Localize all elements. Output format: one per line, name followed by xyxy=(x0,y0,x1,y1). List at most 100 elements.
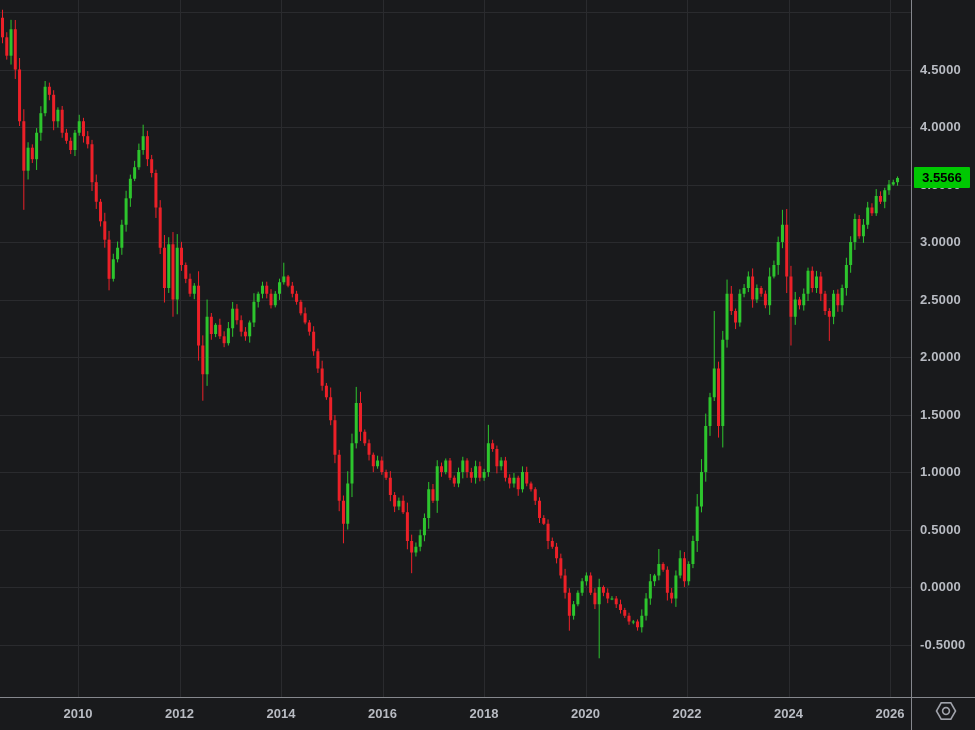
candle xyxy=(482,468,486,481)
last-price-label: 3.5566 xyxy=(914,167,970,189)
candle xyxy=(171,232,175,317)
candle xyxy=(823,290,827,315)
candle xyxy=(158,200,162,255)
candle xyxy=(819,271,823,301)
candle xyxy=(572,600,576,620)
grid-layer xyxy=(0,0,911,697)
candle xyxy=(346,471,350,530)
candle xyxy=(648,574,652,605)
candle xyxy=(546,519,550,550)
candle xyxy=(90,139,94,191)
candle xyxy=(337,449,341,512)
candle xyxy=(86,131,90,149)
candle xyxy=(333,415,337,464)
candle xyxy=(457,467,461,488)
candle xyxy=(252,293,256,328)
candle xyxy=(550,537,554,549)
candle xyxy=(188,273,192,297)
candle xyxy=(137,143,141,170)
x-axis-label: 2018 xyxy=(469,706,499,721)
candle xyxy=(9,19,13,65)
x-axis-label: 2024 xyxy=(774,706,803,721)
candle xyxy=(260,281,264,299)
candle xyxy=(495,445,499,474)
candle xyxy=(18,57,22,127)
candle xyxy=(231,301,235,337)
candle xyxy=(81,117,85,143)
candle xyxy=(584,572,588,586)
candle xyxy=(559,553,563,579)
y-axis-label: 4.5000 xyxy=(920,61,961,77)
candle xyxy=(695,494,699,552)
candle xyxy=(640,609,644,633)
candle xyxy=(273,291,277,308)
candle xyxy=(806,267,810,301)
candle xyxy=(307,320,311,336)
candle xyxy=(827,308,831,341)
x-axis-label: 2012 xyxy=(165,706,194,721)
candle xyxy=(162,235,166,303)
candle xyxy=(887,180,891,195)
candle xyxy=(474,460,478,484)
candle xyxy=(150,154,154,178)
candle xyxy=(461,456,465,479)
candle xyxy=(435,460,439,513)
candle xyxy=(401,495,405,515)
candle xyxy=(299,299,303,316)
candle xyxy=(844,257,848,296)
candle xyxy=(5,32,9,60)
y-axis-label: 4.0000 xyxy=(920,119,961,134)
candle xyxy=(201,335,205,401)
candle xyxy=(222,331,226,348)
candle xyxy=(316,348,320,373)
candle xyxy=(542,515,546,526)
candle xyxy=(776,236,780,275)
time-axis[interactable]: 2010 2012 2014 2016 2018 2020 2022 2024 2026 xyxy=(0,697,975,730)
candle xyxy=(312,326,316,356)
candle xyxy=(56,107,60,128)
candle xyxy=(43,81,47,117)
y-axis-label: 2.5000 xyxy=(920,291,961,307)
candle xyxy=(717,361,721,438)
candle xyxy=(180,241,184,271)
candle xyxy=(52,90,56,131)
candle xyxy=(405,502,409,550)
price-axis[interactable]: 4.50004.00003.50003.00002.50002.00001.50… xyxy=(911,0,975,697)
scale-settings-icon[interactable] xyxy=(933,698,959,724)
candle xyxy=(64,128,68,144)
candle xyxy=(614,596,618,608)
candle xyxy=(533,487,537,505)
plot-area[interactable] xyxy=(0,0,911,697)
candle xyxy=(239,315,243,337)
candle xyxy=(674,570,678,607)
candle xyxy=(205,299,209,386)
candle xyxy=(678,550,682,579)
candle xyxy=(896,176,900,186)
candle xyxy=(529,481,533,492)
y-axis-label: 0.5000 xyxy=(920,521,961,537)
candle xyxy=(853,213,857,250)
candle xyxy=(555,542,559,564)
candle xyxy=(26,142,30,180)
candle xyxy=(410,534,414,574)
candle xyxy=(324,382,328,400)
candle xyxy=(145,130,149,167)
candle xyxy=(39,106,43,141)
x-axis-label: 2010 xyxy=(63,706,93,721)
candle xyxy=(636,619,640,631)
candle xyxy=(708,392,712,436)
candle xyxy=(631,619,635,625)
candle xyxy=(746,271,750,293)
candle xyxy=(567,588,571,631)
candle xyxy=(94,174,98,209)
candle xyxy=(465,458,469,478)
candle xyxy=(797,296,801,310)
candle xyxy=(214,323,218,338)
candle xyxy=(516,475,520,496)
candle xyxy=(691,535,695,569)
candle xyxy=(197,271,201,361)
candle xyxy=(341,495,345,544)
candle xyxy=(576,590,580,607)
candle xyxy=(687,561,691,586)
candle xyxy=(418,529,422,552)
